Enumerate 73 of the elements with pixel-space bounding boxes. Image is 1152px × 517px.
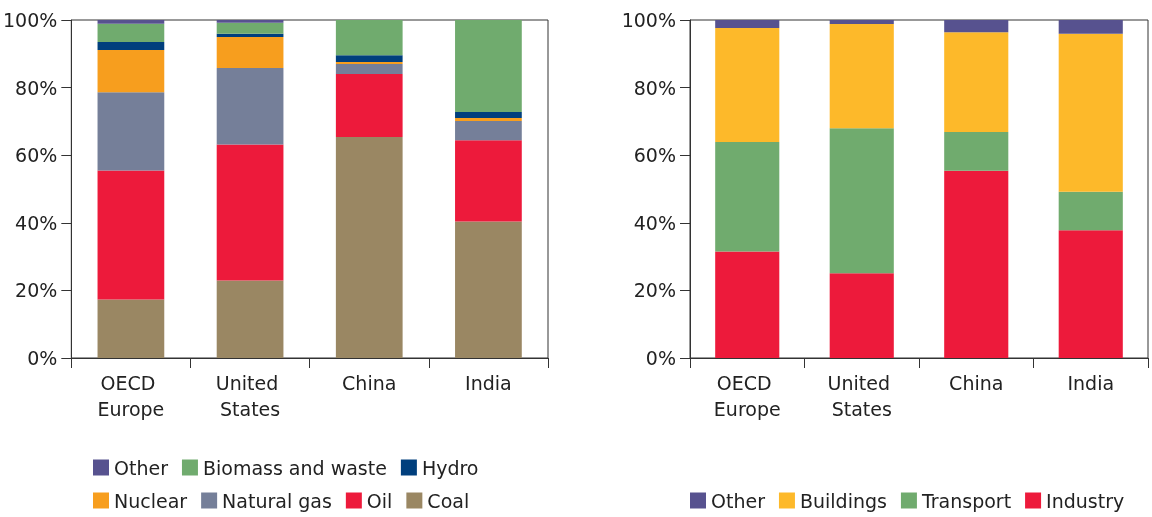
y-tick-label: 40% (633, 211, 676, 234)
legend-label: Transport (920, 489, 1012, 512)
bar (97, 50, 165, 93)
legend-label: Coal (427, 489, 470, 512)
bar (216, 144, 284, 281)
bar (1058, 20, 1123, 34)
x-tick-label: India (1067, 372, 1115, 394)
bar (944, 20, 1009, 33)
bar (829, 128, 894, 274)
bar (715, 251, 780, 358)
bar (97, 41, 165, 51)
x-tick-label: United States (215, 372, 285, 420)
bar (97, 299, 165, 358)
bar (455, 20, 522, 112)
legend-label: Industry (1046, 489, 1125, 512)
bar (1058, 191, 1123, 231)
y-tick-label: 60% (633, 144, 676, 167)
legend-label: Other (114, 456, 169, 479)
bar (455, 118, 522, 122)
y-tick-label: 80% (15, 76, 58, 99)
bar (335, 61, 403, 64)
bar (455, 121, 522, 141)
bar (335, 136, 403, 358)
bar (216, 20, 284, 23)
y-tick-label: 0% (645, 347, 676, 369)
bar (216, 22, 284, 34)
bar (944, 170, 1009, 358)
bar (335, 55, 403, 62)
bar (829, 273, 894, 358)
y-tick-label: 20% (633, 279, 676, 302)
bar (829, 20, 894, 25)
bar (335, 74, 403, 137)
bar (715, 28, 780, 143)
legend-label: Buildings (799, 489, 887, 512)
x-tick-label: China (949, 372, 1004, 394)
y-tick-label: 80% (633, 76, 676, 99)
legend-label: Other (711, 489, 766, 512)
bar (97, 170, 165, 300)
bar (216, 68, 284, 145)
y-tick-label: 40% (15, 211, 58, 234)
bar (455, 111, 522, 119)
bar (455, 140, 522, 222)
bar (97, 20, 165, 24)
bar (1058, 33, 1123, 192)
y-tick-label: 20% (15, 279, 58, 302)
y-tick-label: 60% (15, 144, 58, 167)
legend-label: Hydro (421, 456, 479, 479)
bar (715, 20, 780, 29)
x-tick-label: OECD Europe (97, 372, 165, 420)
x-tick-label: United States (827, 372, 896, 420)
y-tick-label: 100% (621, 9, 676, 31)
bar (944, 131, 1009, 171)
y-tick-label: 100% (2, 9, 58, 31)
legend-label: Nuclear (114, 489, 188, 512)
bar (1058, 230, 1123, 358)
bar (335, 63, 403, 75)
bar (829, 24, 894, 129)
legend-label: Oil (366, 489, 393, 512)
bar (715, 142, 780, 252)
bar (97, 23, 165, 42)
bar (216, 280, 284, 358)
x-tick-label: OECD Europe (713, 372, 781, 420)
bar (944, 32, 1009, 132)
y-tick-label: 0% (27, 347, 58, 369)
bar (216, 36, 284, 68)
legend-label: Natural gas (222, 489, 332, 512)
x-tick-label: India (465, 372, 512, 394)
bar (216, 33, 284, 37)
legend-label: Biomass and waste (202, 456, 387, 479)
bar (335, 20, 403, 56)
bar (455, 221, 522, 358)
x-tick-label: China (342, 372, 397, 394)
bar (97, 92, 165, 171)
